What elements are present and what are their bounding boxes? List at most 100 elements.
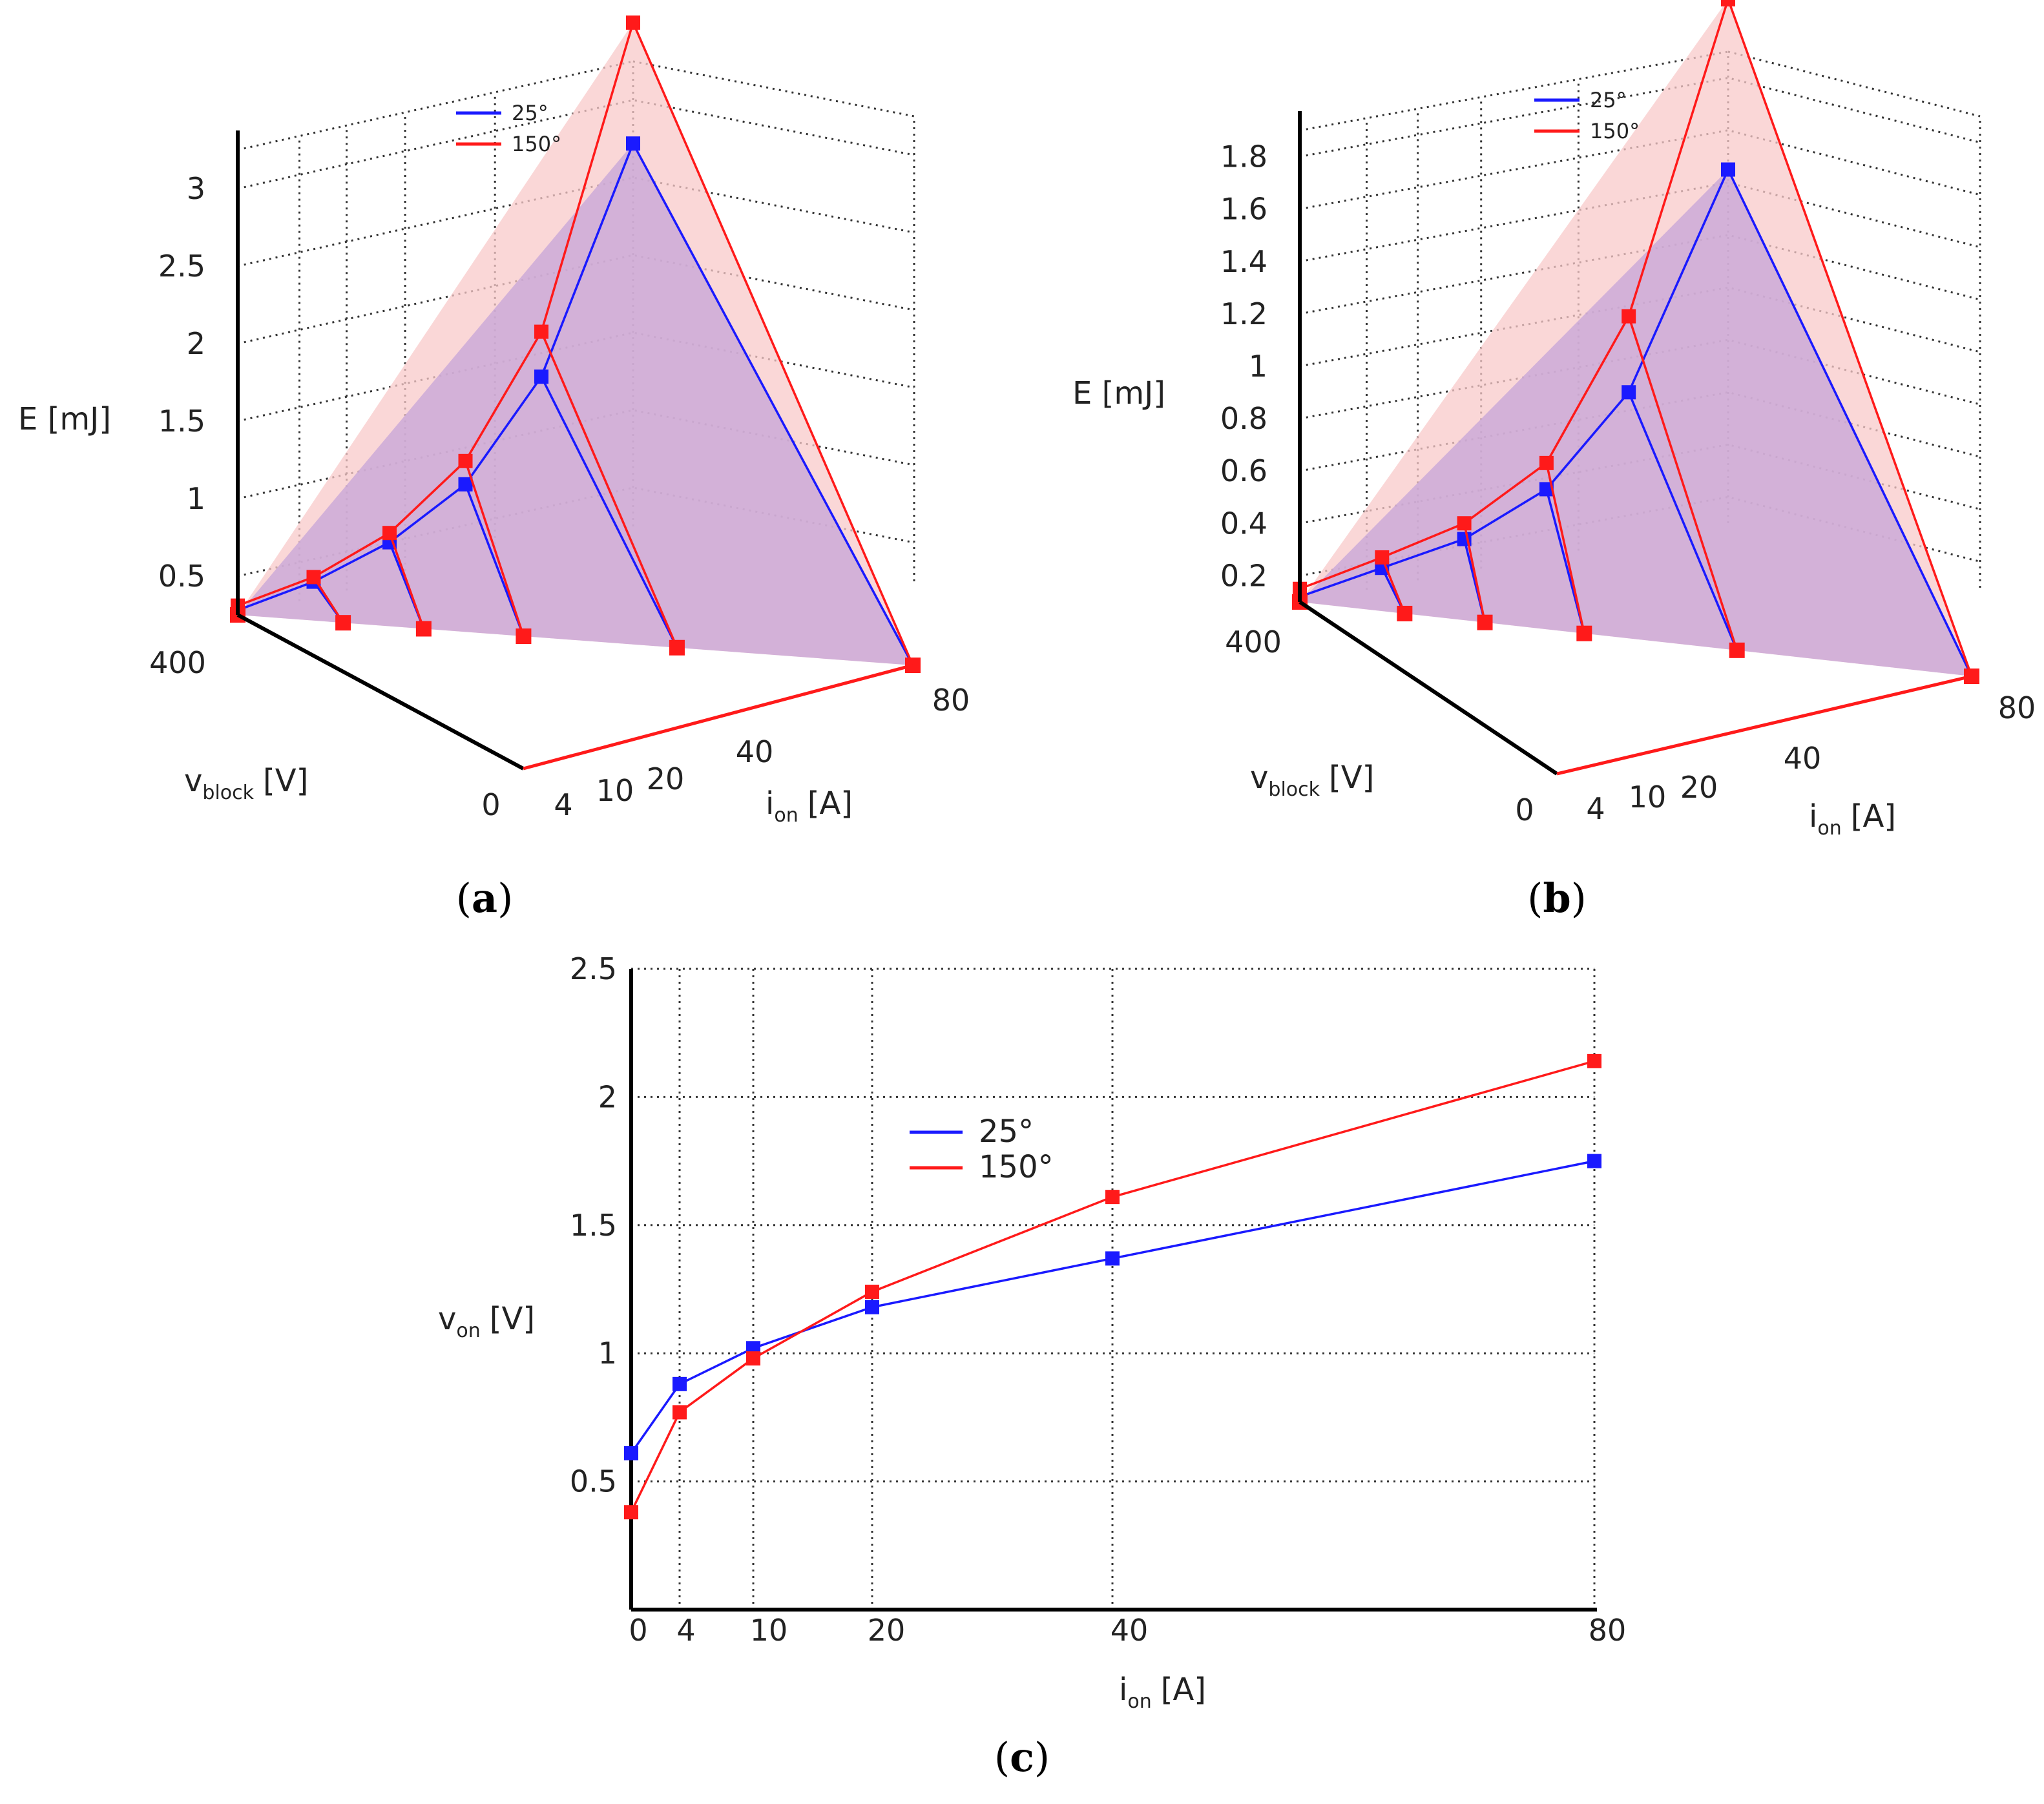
grid	[631, 968, 1596, 1610]
data-point	[1622, 309, 1636, 324]
series-line	[1299, 0, 1729, 590]
v-axis-label-main: v	[184, 763, 202, 799]
series-line	[464, 461, 525, 637]
i-axis-label-sub: on	[774, 804, 798, 827]
x-tick-label: 10	[750, 1613, 788, 1648]
data-point	[534, 324, 549, 339]
i-axis-label-unit: [A]	[808, 785, 853, 822]
y-axis-label-main: v	[438, 1301, 456, 1337]
i-axis-label-unit: [A]	[1851, 798, 1896, 835]
x-tick-label: 0	[481, 787, 500, 822]
floor-point	[1576, 625, 1592, 641]
grid-line	[237, 331, 915, 422]
caption-paren: )	[1571, 875, 1587, 922]
y-axis-label-sub: on	[456, 1320, 480, 1342]
series-150	[231, 16, 914, 666]
v-axis-label-sub: block	[1268, 778, 1320, 801]
series-line	[464, 484, 525, 637]
z-tick-label: 0.6	[1220, 453, 1267, 488]
grid-line	[237, 99, 915, 190]
x-tick-label: 80	[1998, 690, 2036, 725]
x-tick-label: 4	[676, 1613, 695, 1648]
data-point	[626, 16, 640, 30]
series-line	[630, 1159, 1595, 1454]
floor-point	[415, 621, 432, 637]
z-tick-label: 0.2	[1220, 558, 1267, 593]
x-tick-label: 4	[1586, 791, 1605, 826]
grid-line	[237, 176, 915, 267]
legend: 25°150°	[1534, 88, 1640, 143]
caption-paren: (	[994, 1734, 1010, 1781]
y-tick-label: 400	[1225, 625, 1282, 659]
floor-point	[335, 615, 351, 631]
caption-paren: )	[1034, 1734, 1050, 1781]
data-point	[1539, 482, 1554, 497]
y-tick-label: 400	[149, 645, 206, 680]
grid-line	[237, 409, 915, 500]
grid-line	[1299, 391, 1981, 472]
x-tick-label: 10	[596, 773, 634, 808]
y-tick-label: 2	[598, 1079, 617, 1114]
grid-line	[1299, 234, 1981, 315]
data-point	[1105, 1251, 1120, 1266]
z-tick-label: 1.2	[1220, 296, 1267, 331]
y-tick-label: 2.5	[570, 951, 617, 986]
x-tick-label: 40	[1784, 741, 1822, 776]
grid-line	[237, 254, 915, 345]
data-point	[1375, 550, 1390, 565]
v-axis-label-unit: [V]	[263, 763, 308, 799]
grid	[237, 60, 915, 601]
data-point	[673, 1405, 687, 1420]
floor-point	[1477, 614, 1493, 630]
y-tick-label: 0.5	[570, 1464, 617, 1499]
series-line	[1381, 557, 1406, 614]
legend-label-25: 25°	[979, 1114, 1034, 1150]
panel-a: 0.5 1 1.5 2 2.5 3 0 4 10 20 40 80 400 E [mJ] vblock [V]…	[18, 16, 970, 922]
z-tick-label: 0.5	[158, 559, 205, 594]
panel-caption: (a)	[456, 875, 514, 922]
data-point	[1622, 385, 1636, 400]
legend: 25°150°	[456, 101, 561, 156]
data-point	[624, 1446, 638, 1460]
data-point	[1539, 455, 1554, 470]
x-tick-label: 20	[1680, 770, 1718, 805]
data-point	[865, 1300, 879, 1314]
z-tick-label: 0.8	[1220, 401, 1267, 436]
data-point	[1105, 1190, 1120, 1205]
x-tick-label: 0	[1515, 793, 1534, 827]
series-line	[1463, 523, 1486, 623]
y-axis-label: von [V]	[438, 1301, 535, 1342]
x-axis	[523, 663, 913, 771]
z-tick-label: 1	[1249, 349, 1267, 384]
floor-point	[516, 628, 532, 645]
data-point	[1721, 0, 1735, 6]
series-line	[632, 143, 914, 666]
i-axis-label-main: i	[1809, 798, 1817, 835]
grid-line	[1299, 77, 1981, 158]
x-tick-label: 0	[629, 1613, 647, 1648]
legend: 25°150°	[910, 1114, 1054, 1185]
data-point	[1587, 1154, 1601, 1168]
z-tick-label: 1.6	[1220, 192, 1267, 227]
y-tick-label: 1	[598, 1336, 617, 1371]
i-axis-label-sub: on	[1817, 817, 1841, 840]
z-tick-label: 2.5	[158, 249, 205, 284]
panel-b: 0.2 0.4 0.6 0.8 1 1.2 1.4 1.6 1.8 0 4 10 20 40 80 400 E …	[1072, 0, 2036, 922]
data-point	[458, 453, 473, 468]
x-axis-label-sub: on	[1127, 1690, 1151, 1713]
x-tick-label: 20	[647, 762, 685, 796]
data-point	[1457, 516, 1472, 531]
grid-line	[1299, 129, 1981, 211]
v-axis	[1298, 600, 1558, 776]
series-line	[1727, 169, 1973, 677]
v-axis-label-main: v	[1250, 760, 1268, 796]
data-point	[382, 526, 397, 541]
floor-point	[1397, 605, 1413, 621]
v-axis-label-sub: block	[202, 782, 254, 804]
v-axis	[236, 613, 525, 771]
caption-paren: (	[1527, 875, 1543, 922]
grid-line	[1299, 50, 1729, 132]
caption-letter: a	[472, 875, 497, 922]
